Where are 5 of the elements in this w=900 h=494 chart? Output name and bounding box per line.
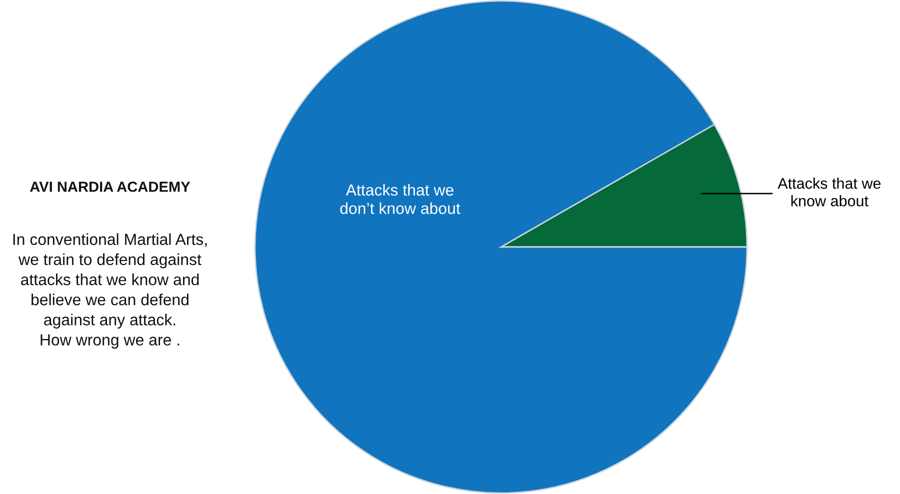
text: In conventional Martial Arts, we train to defend against attacks that we know and believe we can defend against any attack. How wrong we are .	[13, 233, 207, 349]
pie-slice	[254, 0, 748, 494]
slice-label: Attacks that we don’t know about	[340, 184, 460, 214]
slice-label: Attacks that we know about	[778, 178, 881, 206]
text: AVI NARDIA ACADEMY	[30, 182, 190, 192]
